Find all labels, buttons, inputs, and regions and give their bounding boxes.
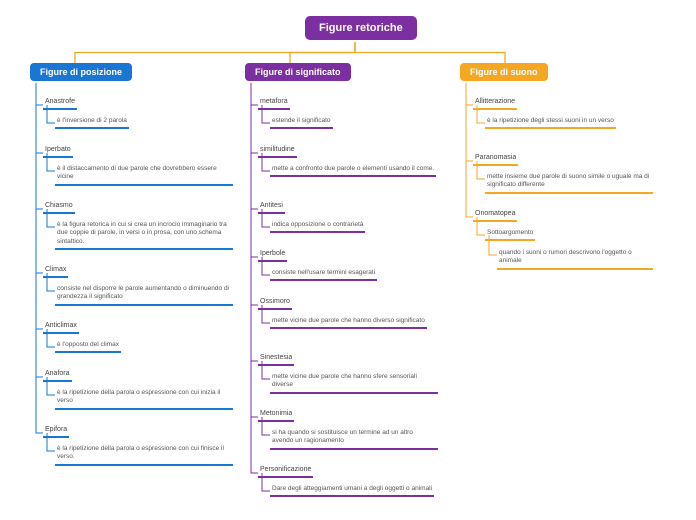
topic-sub: è la ripetizione degli stessi suoni in u… <box>485 117 616 129</box>
topic-item[interactable]: Antitesi <box>258 201 285 214</box>
topic-item[interactable]: Metonimia <box>258 409 294 422</box>
topic-sub: è la ripetizione della parola o espressi… <box>55 445 233 466</box>
topic-item[interactable]: Anafora <box>43 369 72 382</box>
topic-sub: estende il significato <box>270 117 333 129</box>
topic-item[interactable]: Anticlimax <box>43 321 79 334</box>
topic-sub: è la figura retorica in cui si crea un i… <box>55 221 233 250</box>
topic-sub: si ha quando si sostituisce un termine a… <box>270 429 438 450</box>
root-node[interactable]: Figure retoriche <box>305 16 417 40</box>
topic-sub: mette vicine due parole che hanno sfere … <box>270 373 438 394</box>
topic-sub: indica opposizione o contrarietà <box>270 221 365 233</box>
topic-item[interactable]: Anastrofe <box>43 97 77 110</box>
topic-sub: è l'opposto del climax <box>55 341 121 353</box>
topic-item[interactable]: metafora <box>258 97 290 110</box>
topic-sub: è il distaccamento di due parole che dov… <box>55 165 233 186</box>
topic-sub: è l'inversione di 2 parola <box>55 117 129 129</box>
topic-sub: mette a confronto due parole o elementi … <box>270 165 436 177</box>
topic-item[interactable]: Chiasmo <box>43 201 75 214</box>
branch-node[interactable]: Figure di significato <box>245 63 351 81</box>
topic-item[interactable]: Epifora <box>43 425 69 438</box>
branch-node[interactable]: Figure di posizione <box>30 63 132 81</box>
topic-item[interactable]: Iperbato <box>43 145 73 158</box>
topic-item[interactable]: Allitterazione <box>473 97 517 110</box>
topic-sub: Dare degli atteggiamenti umani a degli o… <box>270 485 434 497</box>
topic-sub: è la ripetizione della parola o espressi… <box>55 389 233 410</box>
topic-sub: consiste nell'usare termini esagerati <box>270 269 377 281</box>
topic-item[interactable]: Paranomasia <box>473 153 518 166</box>
topic-sub: mette insieme due parole di suono simile… <box>485 173 653 194</box>
topic-item[interactable]: Iperbole <box>258 249 287 262</box>
topic-item[interactable]: Onomatopea <box>473 209 517 222</box>
topic-sub: Sottoargomento <box>485 229 535 241</box>
topic-sub: quando i suoni o rumori descrivono l'ogg… <box>497 249 653 270</box>
topic-item[interactable]: similitudine <box>258 145 297 158</box>
topic-sub: mette vicine due parole che hanno divers… <box>270 317 427 329</box>
topic-sub: consiste nel disporre le parole aumentan… <box>55 285 233 306</box>
topic-item[interactable]: Personificazione <box>258 465 313 478</box>
topic-item[interactable]: Sinestesia <box>258 353 294 366</box>
topic-item[interactable]: Climax <box>43 265 68 278</box>
branch-node[interactable]: Figure di suono <box>460 63 548 81</box>
topic-item[interactable]: Ossimoro <box>258 297 292 310</box>
